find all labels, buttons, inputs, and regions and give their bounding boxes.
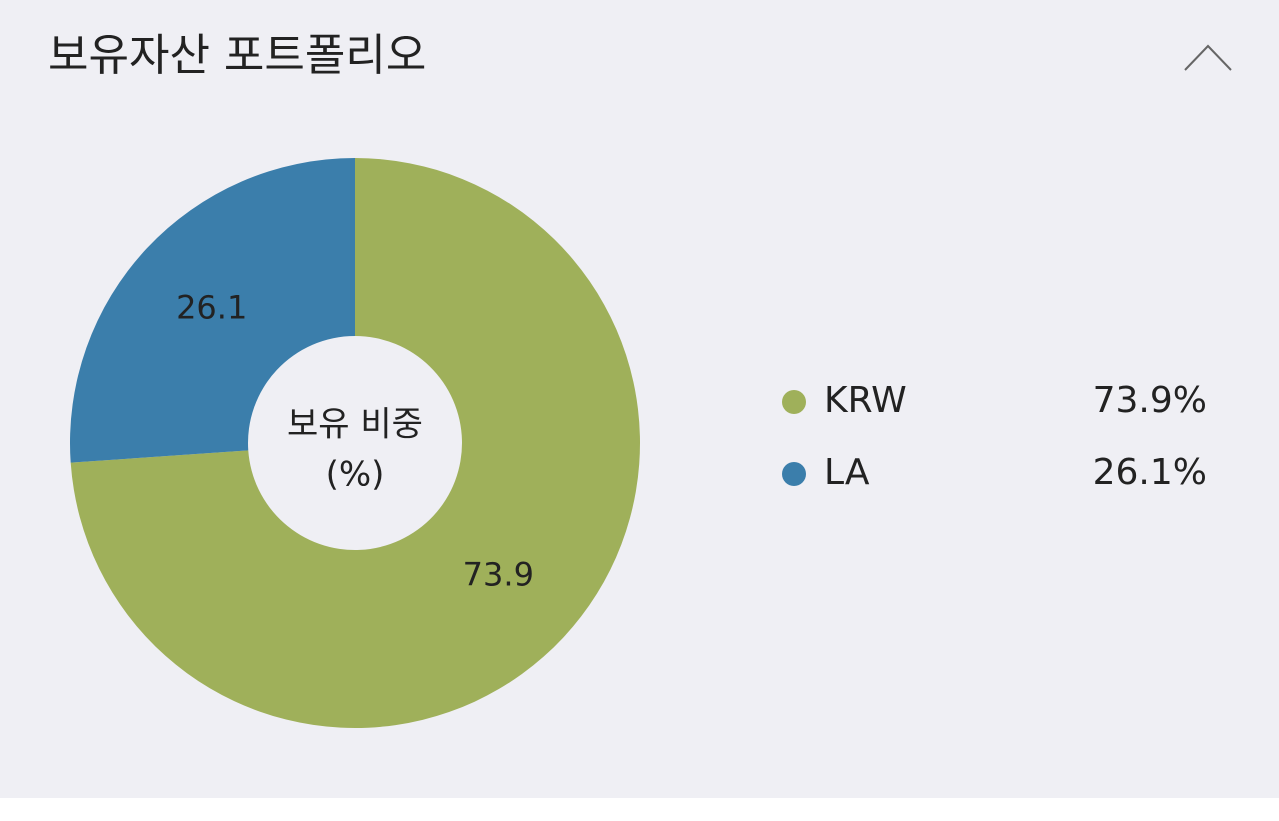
donut-slice [69,158,355,463]
collapse-button[interactable] [1184,44,1232,71]
legend-value: 73.9% [1093,380,1207,421]
legend-marker [782,390,806,414]
legend-marker [782,462,806,486]
center-label: (%) [326,455,385,495]
donut-slice [70,158,641,728]
chart: 73.9 26.1 보유 비중 (%) KRW 73.9% LA 26.1% [69,158,1207,728]
center-label: 보유 비중 [287,405,423,445]
slice-label: 26.1 [176,288,247,326]
slice-label: 73.9 [463,556,534,594]
legend-value: 26.1% [1093,452,1207,493]
legend-label: KRW [824,380,907,421]
legend-label: LA [824,452,870,493]
card-title: 보유자산 포트폴리오 [48,30,426,81]
